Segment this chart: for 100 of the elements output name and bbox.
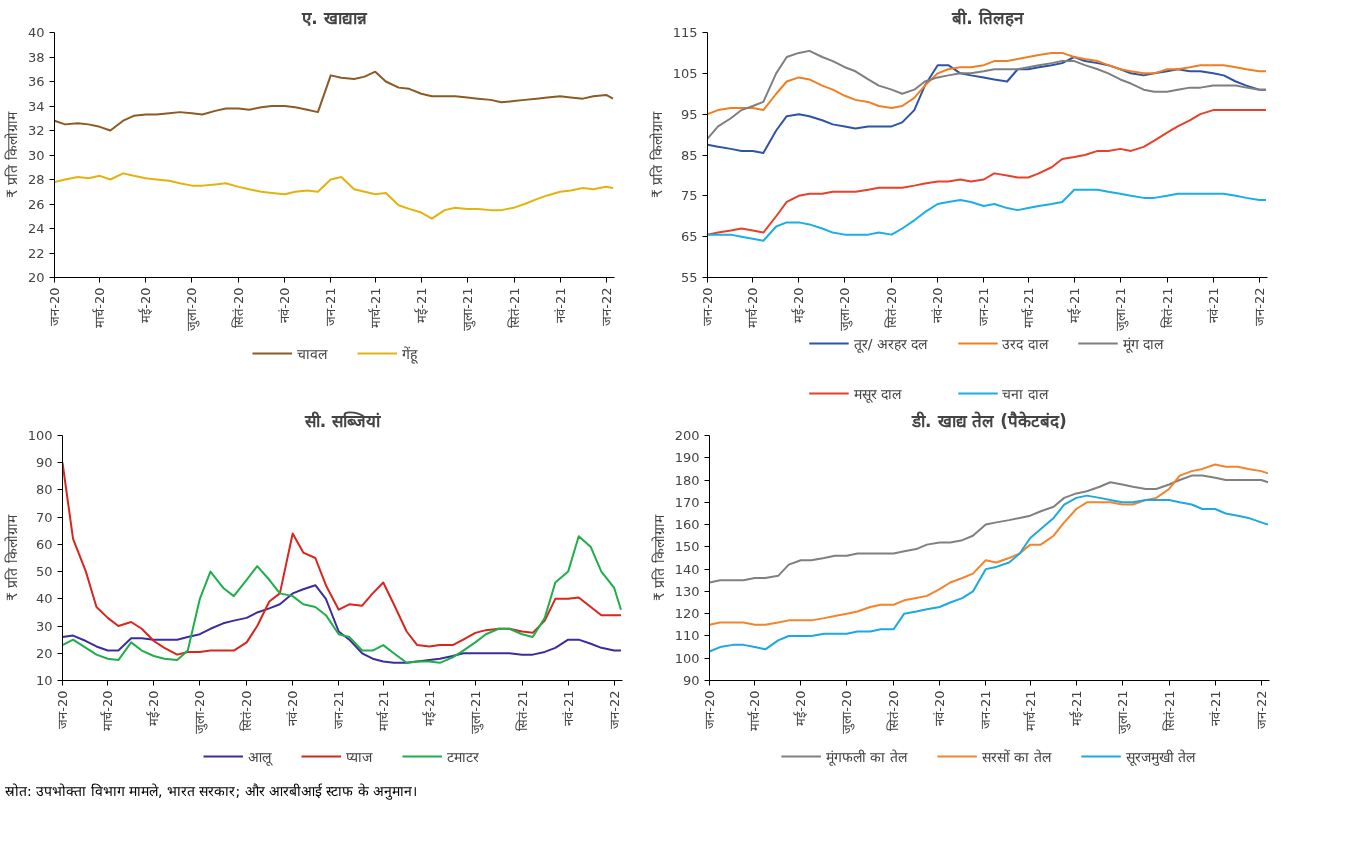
y-tick-label: 105 bbox=[672, 65, 698, 81]
x-tick-label: मई-20 bbox=[791, 287, 807, 323]
y-tick-label: 140 bbox=[674, 561, 700, 577]
y-tick-label: 28 bbox=[27, 172, 45, 187]
x-tick-label: नवं-20 bbox=[932, 690, 948, 726]
x-tick-label: जन-20 bbox=[47, 287, 62, 326]
x-tick-label: मार्च-21 bbox=[375, 690, 391, 731]
y-tick-label: 180 bbox=[674, 472, 700, 488]
legend-label: चना दाल bbox=[1002, 384, 1048, 403]
line-series bbox=[62, 535, 622, 664]
legend-label: सरसों का तेल bbox=[981, 747, 1051, 766]
chart-title: बी. तिलहन bbox=[951, 7, 1024, 28]
y-tick-label: 38 bbox=[27, 49, 45, 65]
x-tick-label: मई-20 bbox=[146, 690, 162, 726]
x-tick-label: जन-20 bbox=[702, 690, 717, 729]
x-tick-label: जन-22 bbox=[1253, 690, 1269, 729]
y-axis-title: ₹ प्रति किलोग्राम bbox=[3, 514, 20, 601]
x-tick-label: जन-21 bbox=[331, 690, 347, 729]
legend-label: सूरजमुखी तेल bbox=[1125, 747, 1196, 766]
legend-label: मूंग दाल bbox=[1122, 334, 1164, 353]
line-series bbox=[62, 584, 622, 664]
x-tick-label: नवं-21 bbox=[552, 287, 568, 323]
y-tick-label: 190 bbox=[674, 450, 700, 466]
chart-title: सी. सब्जियां bbox=[303, 410, 382, 431]
x-tick-label: मार्च-20 bbox=[745, 287, 761, 328]
legend-label: प्याज bbox=[346, 747, 372, 766]
y-tick-label: 24 bbox=[27, 221, 45, 236]
y-tick-label: 75 bbox=[680, 188, 698, 204]
x-tick-label: सितं-21 bbox=[506, 287, 522, 328]
x-tick-label: मार्च-20 bbox=[92, 287, 108, 328]
x-tick-label: सितं-20 bbox=[239, 690, 255, 731]
y-tick-label: 22 bbox=[27, 245, 45, 261]
x-tick-label: जुला-20 bbox=[184, 287, 201, 331]
x-tick-label: नवं-20 bbox=[285, 690, 301, 726]
x-tick-label: जन-21 bbox=[978, 690, 994, 729]
line-series bbox=[707, 51, 1267, 116]
y-tick-label: 110 bbox=[674, 628, 700, 644]
x-tick-label: जुला-21 bbox=[459, 287, 476, 331]
y-tick-label: 34 bbox=[27, 98, 45, 114]
x-tick-label: सितं-21 bbox=[514, 690, 530, 731]
x-tick-label: सितं-21 bbox=[1159, 287, 1175, 328]
y-tick-label: 130 bbox=[674, 583, 700, 599]
y-tick-label: 70 bbox=[35, 509, 53, 525]
text: स्रोत: उपभोक्ता विभाग मामले, भारत सरकार; और आरबीआई स्टाफ के अनुमान। bbox=[5, 782, 418, 801]
line-series bbox=[707, 49, 1267, 140]
legend-label: उरद दाल bbox=[1002, 334, 1048, 353]
y-tick-label: 40 bbox=[27, 25, 45, 40]
y-tick-label: 200 bbox=[674, 428, 700, 443]
y-tick-label: 26 bbox=[27, 196, 45, 212]
y-axis-title: ₹ प्रति किलोग्राम bbox=[648, 111, 665, 198]
y-tick-label: 30 bbox=[35, 618, 53, 634]
line-series bbox=[54, 70, 614, 132]
line-series bbox=[709, 494, 1269, 653]
chart-title: ए. खाद्यान्न bbox=[301, 7, 368, 28]
x-tick-label: नवं-21 bbox=[1207, 690, 1223, 726]
line-series bbox=[709, 463, 1269, 626]
x-tick-label: जुला-21 bbox=[467, 690, 484, 734]
y-tick-label: 150 bbox=[674, 539, 700, 555]
x-tick-label: जन-20 bbox=[55, 690, 70, 729]
y-tick-label: 32 bbox=[27, 123, 45, 138]
y-tick-label: 40 bbox=[35, 591, 53, 607]
y-tick-label: 20 bbox=[35, 645, 53, 661]
y-tick-label: 160 bbox=[674, 517, 700, 533]
x-tick-label: जन-21 bbox=[323, 287, 339, 326]
chart-title: डी. खाद्य तेल (पैकेटबंद) bbox=[911, 410, 1067, 431]
line-series bbox=[707, 188, 1267, 242]
y-tick-label: 120 bbox=[674, 606, 700, 622]
line-series bbox=[62, 461, 622, 656]
x-tick-label: सितं-20 bbox=[886, 690, 902, 731]
legend-label: टमाटर bbox=[447, 747, 479, 766]
x-tick-label: जुला-20 bbox=[839, 690, 856, 734]
y-tick-label: 100 bbox=[27, 428, 53, 443]
y-tick-label: 85 bbox=[680, 147, 698, 163]
x-tick-label: मई-21 bbox=[1068, 690, 1084, 726]
x-tick-label: मार्च-21 bbox=[1022, 690, 1038, 731]
x-tick-label: नवं-20 bbox=[930, 287, 946, 323]
line-series bbox=[54, 172, 614, 220]
x-tick-label: जन-20 bbox=[700, 287, 715, 326]
y-tick-label: 170 bbox=[674, 494, 700, 510]
y-tick-label: 115 bbox=[672, 25, 698, 40]
y-axis-title: ₹ प्रति किलोग्राम bbox=[3, 111, 20, 198]
y-tick-label: 95 bbox=[680, 106, 698, 122]
legend-label: मूंगफली का तेल bbox=[825, 747, 907, 766]
x-tick-label: मार्च-21 bbox=[367, 287, 383, 328]
legend-label: चावल bbox=[297, 344, 327, 363]
y-tick-label: 90 bbox=[682, 673, 700, 688]
x-tick-label: जन-22 bbox=[606, 690, 622, 729]
x-tick-label: सितं-20 bbox=[231, 287, 247, 328]
y-tick-label: 65 bbox=[680, 229, 698, 245]
x-tick-label: जुला-21 bbox=[1114, 690, 1131, 734]
x-tick-label: जुला-20 bbox=[837, 287, 854, 331]
x-tick-label: सितं-20 bbox=[884, 287, 900, 328]
y-tick-label: 30 bbox=[27, 147, 45, 163]
x-tick-label: जुला-20 bbox=[192, 690, 209, 734]
x-tick-label: मार्च-21 bbox=[1020, 287, 1036, 328]
y-tick-label: 60 bbox=[35, 536, 53, 552]
legend-label: आलू bbox=[248, 747, 271, 766]
legend-label: तूर/ अरहर दल bbox=[853, 334, 928, 353]
x-tick-label: सितं-21 bbox=[1161, 690, 1177, 731]
x-tick-label: मार्च-20 bbox=[747, 690, 763, 731]
